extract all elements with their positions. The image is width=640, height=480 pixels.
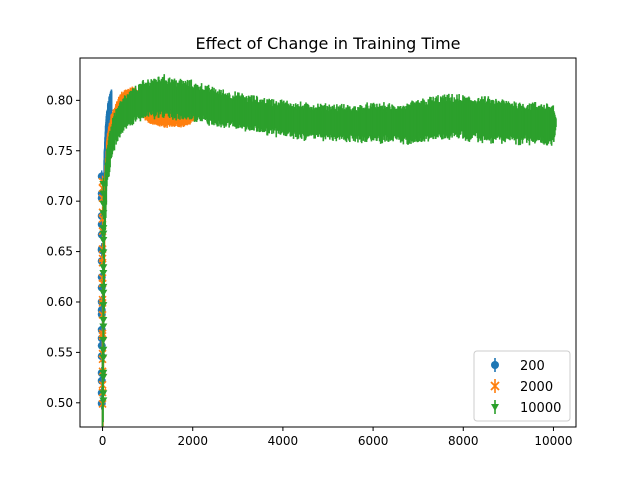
x-tick-label: 8000 <box>448 434 479 448</box>
series-10000-point <box>99 316 108 324</box>
series-10000-point <box>99 283 108 291</box>
y-tick-label: 0.65 <box>46 245 73 259</box>
series-10000 <box>99 74 557 427</box>
y-tick-label: 0.55 <box>46 345 73 359</box>
legend-item: 10000 <box>491 400 561 416</box>
plot-inner <box>97 74 557 427</box>
y-tick-label: 0.60 <box>46 295 73 309</box>
series-10000-point <box>99 270 108 278</box>
legend-label: 200 <box>520 359 545 374</box>
legend: 200 2000 10000 <box>473 350 571 422</box>
axes-frame <box>79 57 577 428</box>
x-tick-label: 4000 <box>268 434 299 448</box>
series-10000-point <box>99 323 108 331</box>
series-10000-point <box>99 390 108 398</box>
legend-item: 2000 <box>490 379 553 395</box>
y-tick-label: 0.75 <box>46 144 73 158</box>
series-10000-point <box>99 397 108 405</box>
plot-area <box>97 74 557 427</box>
legend-label: 10000 <box>520 401 561 416</box>
series-10000-point <box>99 237 108 245</box>
x-tick-label: 10000 <box>534 434 572 448</box>
x-tick-label: 6000 <box>358 434 389 448</box>
x-tick-label: 0 <box>99 434 107 448</box>
series-10000-point <box>99 190 108 198</box>
y-tick-label: 0.50 <box>46 396 73 410</box>
y-tick-label: 0.80 <box>46 93 73 107</box>
series-10000-point <box>99 346 108 354</box>
series-10000-point <box>99 210 108 218</box>
series-10000-point <box>99 289 108 297</box>
axes: 0 2000 4000 6000 8000 10000 0.50 0.55 0.60 0.65 0.… <box>46 57 577 448</box>
legend-marker-triangle-icon <box>491 404 499 411</box>
x-tick-label: 2000 <box>177 434 208 448</box>
series-10000-markers <box>99 177 108 407</box>
legend-box <box>473 350 571 422</box>
series-10000-point <box>99 264 108 272</box>
legend-marker-circle-icon <box>491 361 499 369</box>
series-10000-point <box>99 230 108 238</box>
legend-item: 200 <box>491 358 545 374</box>
series-10000-point <box>99 225 108 233</box>
chart-title: Effect of Change in Training Time <box>195 34 460 53</box>
series-10000-point <box>99 302 108 310</box>
legend-label: 2000 <box>520 380 553 395</box>
series-10000-point <box>99 180 108 188</box>
y-tick-label: 0.70 <box>46 194 73 208</box>
legend-marker-x-icon <box>490 381 500 391</box>
series-10000-point <box>99 249 108 257</box>
series-10000-point <box>99 200 108 208</box>
series-10000-point <box>99 354 108 362</box>
series-10000-point <box>99 337 108 345</box>
series-10000-point <box>99 369 108 377</box>
